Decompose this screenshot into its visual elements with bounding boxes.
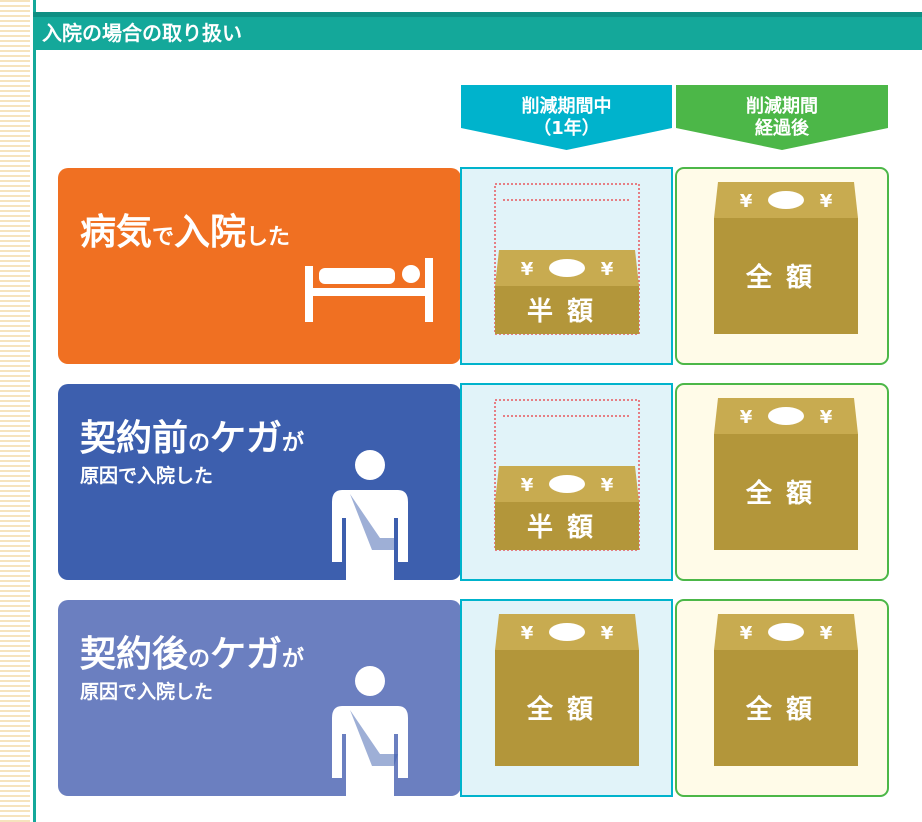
box-body <box>714 650 858 766</box>
side-line <box>33 0 36 822</box>
bed-part <box>402 265 420 283</box>
yen-mark: ¥ <box>820 623 833 644</box>
bed-part <box>305 288 433 296</box>
row-label-part: した <box>246 225 290 250</box>
yen-mark: ¥ <box>740 623 753 644</box>
box-body <box>495 286 639 334</box>
row-label-part: 契約後 <box>80 634 189 675</box>
yen-mark: ¥ <box>740 191 753 212</box>
amount-label: 全額 <box>526 694 607 725</box>
arm-sling <box>350 494 398 550</box>
bed-part <box>319 268 395 284</box>
yen-mark: ¥ <box>820 191 833 212</box>
amount-label: 半額 <box>527 513 607 543</box>
box-body <box>714 218 858 334</box>
amount-label: 半額 <box>527 297 607 327</box>
row-label-part: 入院 <box>174 212 246 253</box>
column-header-text: 削減期間中 <box>522 95 612 117</box>
coin-slot <box>549 259 585 277</box>
arm-sling <box>350 710 398 766</box>
row-label-part: が <box>282 430 304 456</box>
row-sub-label: 原因で入院した <box>80 464 213 487</box>
coin-slot <box>768 191 804 209</box>
coin-slot <box>768 407 804 425</box>
row-label-part: が <box>282 646 304 672</box>
column-header <box>676 85 888 150</box>
amount-label: 全額 <box>745 262 826 293</box>
row-label: 病気で入院した <box>80 212 290 253</box>
yen-mark: ¥ <box>521 475 534 496</box>
yen-mark: ¥ <box>601 623 614 644</box>
box-body <box>495 650 639 766</box>
amount-label: 全額 <box>745 694 826 725</box>
title-bar <box>33 12 922 50</box>
row-label-part: ケガ <box>210 418 282 459</box>
yen-mark: ¥ <box>601 259 614 280</box>
bed-icon <box>305 258 433 322</box>
title: 入院の場合の取り扱い <box>42 21 242 45</box>
row-label-part: 病気 <box>80 212 152 253</box>
amount-label: 全額 <box>745 478 826 509</box>
injured-person-icon <box>332 666 408 814</box>
row-label: 契約前のケガが <box>80 418 304 459</box>
coin-slot <box>549 475 585 493</box>
yen-mark: ¥ <box>601 475 614 496</box>
row-sub-label: 原因で入院した <box>80 680 213 703</box>
column-header-text: 削減期間 <box>746 95 818 117</box>
box-body <box>714 434 858 550</box>
person-head <box>355 666 385 696</box>
row-label: 契約後のケガが <box>80 634 304 675</box>
coin-slot <box>549 623 585 641</box>
column-header-text: （1年） <box>533 117 600 139</box>
row-label-part: ケガ <box>210 634 282 675</box>
row-label-part: 契約前 <box>80 418 188 459</box>
title-bar-top <box>33 12 922 17</box>
row-label-part: で <box>152 225 174 250</box>
box-body <box>495 502 639 550</box>
yen-mark: ¥ <box>740 407 753 428</box>
coin-slot <box>768 623 804 641</box>
row-label-bg <box>58 168 461 364</box>
column-header-text: 経過後 <box>755 117 810 139</box>
yen-mark: ¥ <box>521 623 534 644</box>
person-head <box>355 450 385 480</box>
yen-mark: ¥ <box>820 407 833 428</box>
injured-person-icon <box>332 450 408 598</box>
column-header <box>461 85 672 150</box>
row-label-part: の <box>188 647 210 672</box>
yen-mark: ¥ <box>521 259 534 280</box>
row-label-part: の <box>188 431 210 456</box>
